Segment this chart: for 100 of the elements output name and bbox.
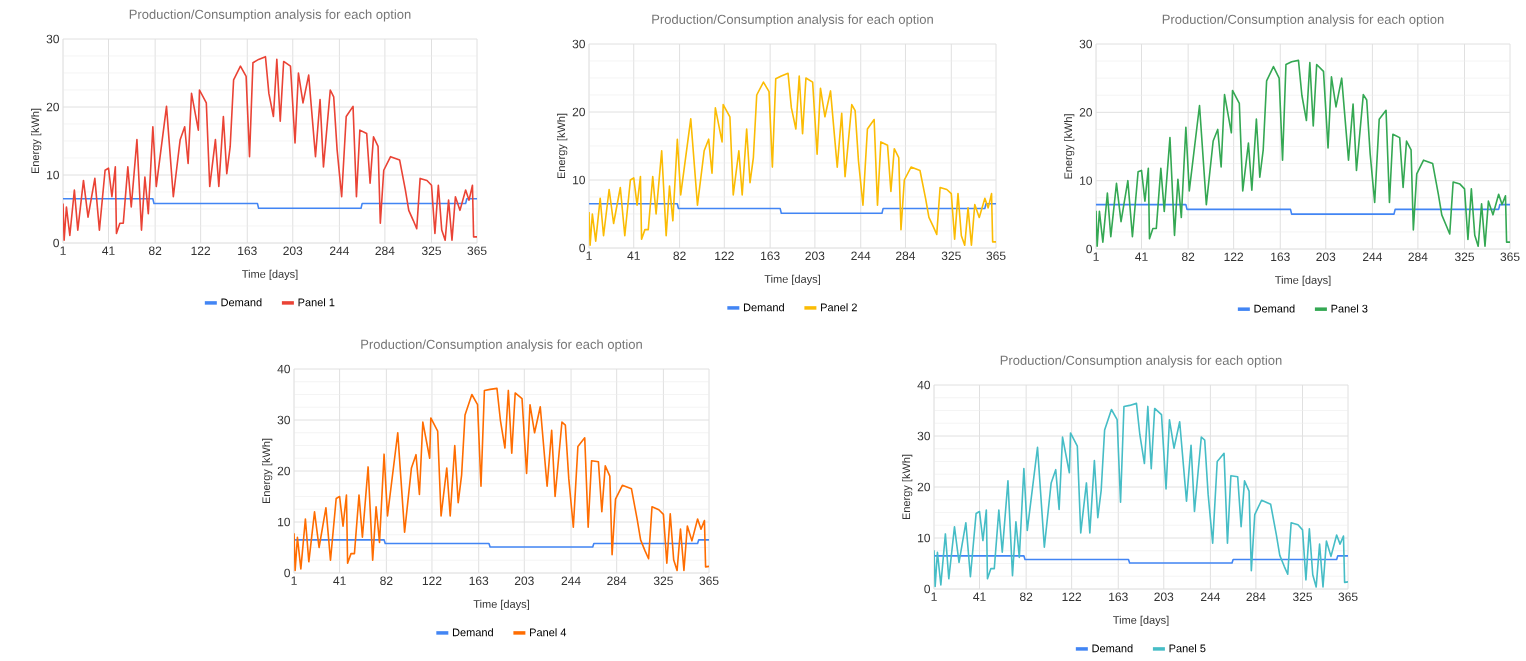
x-tick-label: 325 <box>941 251 961 261</box>
y-tick-label: 0 <box>284 568 291 578</box>
x-tick-label: 82 <box>380 576 393 586</box>
x-tick-label: 1 <box>60 246 66 255</box>
x-axis-title: Time [days] <box>242 269 298 281</box>
y-tick-label: 0 <box>924 584 931 594</box>
x-tick-label: 41 <box>102 246 115 255</box>
x-tick-label: 244 <box>851 251 871 260</box>
legend-label: Demand <box>221 298 262 307</box>
x-tick-label: 122 <box>715 251 734 260</box>
y-tick-label: 0 <box>579 243 586 253</box>
x-axis-title: Time [days] <box>473 599 529 611</box>
legend-label: Panel 4 <box>530 628 567 637</box>
y-tick-label: 20 <box>572 107 586 117</box>
line-series <box>63 55 478 242</box>
x-tick-label: 41 <box>1135 252 1148 261</box>
x-tick-label: 41 <box>973 592 986 601</box>
x-tick-label: 284 <box>1246 592 1266 602</box>
x-tick-label: 203 <box>805 251 825 261</box>
x-tick-label: 82 <box>1019 592 1033 602</box>
x-tick-label: 284 <box>1408 252 1428 262</box>
x-tick-label: 163 <box>1109 592 1128 602</box>
y-tick-label: 40 <box>277 364 291 374</box>
x-tick-label: 284 <box>896 251 916 261</box>
y-tick-label: 20 <box>917 482 931 492</box>
y-tick-label: 20 <box>277 466 291 476</box>
chart-title: Production/Consumption analysis for each option <box>1162 14 1444 27</box>
chart-title: Production/Consumption analysis for each option <box>652 14 933 27</box>
y-tick-label: 30 <box>572 39 586 49</box>
x-tick-label: 244 <box>561 576 581 585</box>
x-tick-label: 284 <box>375 246 395 256</box>
legend-label: Demand <box>743 303 784 312</box>
y-tick-label: 40 <box>917 380 931 390</box>
y-tick-label: 30 <box>277 415 291 425</box>
x-tick-label: 203 <box>1316 252 1336 262</box>
x-tick-label: 284 <box>607 576 627 586</box>
x-axis-title: Time [days] <box>764 274 820 286</box>
x-tick-label: 203 <box>283 246 303 256</box>
x-tick-label: 325 <box>1454 252 1475 262</box>
y-axis-title: Energy [kWh] <box>262 438 273 504</box>
x-tick-label: 365 <box>1338 592 1358 602</box>
y-tick-label: 0 <box>1086 244 1093 254</box>
x-tick-label: 244 <box>329 246 350 255</box>
x-tick-label: 325 <box>653 576 673 586</box>
y-tick-label: 10 <box>573 175 586 185</box>
x-tick-label: 163 <box>469 576 489 586</box>
x-tick-label: 244 <box>1363 252 1383 261</box>
x-tick-label: 203 <box>1154 592 1174 602</box>
line-series <box>934 402 1349 588</box>
x-tick-label: 325 <box>421 246 442 256</box>
x-tick-label: 122 <box>422 576 442 585</box>
legend-label: Panel 2 <box>821 303 857 312</box>
y-tick-label: 20 <box>46 102 60 112</box>
x-tick-label: 122 <box>1224 252 1244 261</box>
y-tick-label: 20 <box>1079 108 1093 117</box>
y-tick-label: 10 <box>1080 176 1093 185</box>
y-tick-label: 30 <box>917 431 931 441</box>
y-tick-label: 10 <box>918 533 931 543</box>
x-tick-label: 325 <box>1292 592 1313 602</box>
legend-label: Panel 3 <box>1331 304 1368 313</box>
x-axis-title: Time [days] <box>1275 275 1331 287</box>
x-tick-label: 82 <box>148 246 162 256</box>
legend-label: Demand <box>1092 644 1133 653</box>
line-series <box>294 387 710 572</box>
legend-label: Panel 1 <box>298 298 335 307</box>
x-tick-label: 163 <box>761 251 780 261</box>
x-tick-label: 163 <box>1271 252 1290 262</box>
x-tick-label: 1 <box>586 251 592 260</box>
y-tick-label: 10 <box>47 170 60 180</box>
x-tick-label: 1 <box>931 592 937 601</box>
x-tick-label: 163 <box>238 246 257 256</box>
y-tick-label: 30 <box>46 34 60 44</box>
x-tick-label: 244 <box>1200 592 1221 601</box>
x-tick-label: 203 <box>514 576 534 586</box>
x-tick-label: 365 <box>1500 252 1520 262</box>
x-tick-label: 365 <box>467 246 487 256</box>
y-axis-title: Energy [kWh] <box>902 454 913 520</box>
y-tick-label: 10 <box>278 517 291 527</box>
chart-title: Production/Consumption analysis for each option <box>129 9 411 22</box>
x-tick-label: 41 <box>627 251 640 260</box>
line-series <box>1096 59 1511 248</box>
x-tick-label: 1 <box>1093 252 1099 261</box>
x-tick-label: 1 <box>291 576 297 585</box>
chart-title: Production/Consumption analysis for each option <box>1000 355 1282 368</box>
x-tick-label: 82 <box>1181 252 1195 262</box>
x-tick-label: 41 <box>333 576 346 585</box>
x-tick-label: 122 <box>1062 592 1082 601</box>
y-tick-label: 30 <box>1079 39 1093 49</box>
y-axis-title: Energy [kWh] <box>1064 114 1075 179</box>
x-tick-label: 122 <box>191 246 211 255</box>
legend-label: Demand <box>452 628 493 637</box>
y-axis-title: Energy [kWh] <box>31 108 42 174</box>
legend-label: Panel 5 <box>1169 644 1206 653</box>
y-tick-label: 0 <box>53 238 60 248</box>
legend-label: Demand <box>1254 304 1295 313</box>
line-series <box>589 72 997 247</box>
x-tick-label: 365 <box>986 251 1006 261</box>
x-axis-title: Time [days] <box>1113 615 1169 627</box>
x-tick-label: 82 <box>673 251 686 261</box>
chart-title: Production/Consumption analysis for each option <box>361 339 642 352</box>
